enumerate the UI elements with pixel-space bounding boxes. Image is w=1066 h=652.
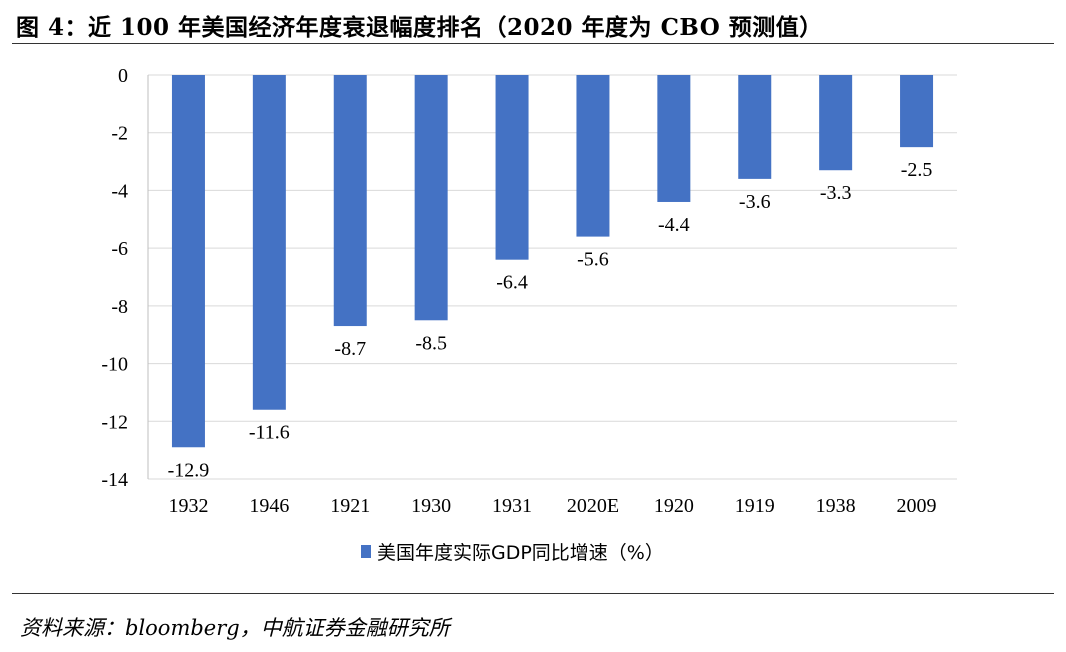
data-label: -6.4: [496, 272, 528, 294]
x-tick-label: 1946: [249, 495, 289, 517]
footer-divider: [12, 593, 1054, 594]
data-label: -5.6: [577, 249, 609, 271]
legend: 美国年度实际GDP同比增速（%）: [361, 542, 664, 564]
x-tick-label: 1930: [411, 495, 451, 517]
y-tick-label: -12: [101, 411, 128, 433]
x-tick-label: 2009: [897, 495, 937, 517]
y-tick-label: -8: [111, 296, 128, 318]
bar: [657, 75, 691, 202]
x-tick-label: 1920: [654, 495, 694, 517]
y-axis-ticks: 0 -2 -4 -6 -8 -10 -12 -14: [101, 65, 128, 491]
data-label: -8.5: [415, 332, 447, 354]
data-label: -2.5: [901, 159, 933, 181]
data-label: -12.9: [168, 459, 210, 481]
bar: [495, 75, 529, 260]
data-label: -3.3: [820, 182, 852, 204]
figure-title: 图 4：近 100 年美国经济年度衰退幅度排名（2020 年度为 CBO 预测值…: [16, 14, 823, 41]
bar: [900, 75, 934, 148]
bar: [171, 75, 205, 448]
data-label: -11.6: [249, 422, 290, 444]
legend-swatch: [361, 545, 371, 558]
x-tick-label: 1931: [492, 495, 532, 517]
x-axis-ticks: 1932 1946 1921 1930 1931 2020E 1920 1919 1938 200…: [168, 495, 936, 517]
legend-label: 美国年度实际GDP同比增速（%）: [377, 542, 664, 564]
y-tick-label: -14: [101, 469, 128, 491]
y-tick-label: -2: [111, 123, 128, 145]
x-tick-label: 1921: [330, 495, 370, 517]
x-tick-label: 2020E: [567, 495, 619, 517]
data-label: -4.4: [658, 214, 690, 236]
title-divider: [12, 43, 1054, 44]
source-note: 资料来源：bloomberg，中航证券金融研究所: [20, 616, 450, 640]
bar: [252, 75, 286, 410]
y-tick-label: -4: [111, 180, 128, 202]
x-tick-label: 1932: [168, 495, 208, 517]
bar: [414, 75, 448, 321]
x-tick-label: 1938: [816, 495, 856, 517]
bar: [738, 75, 772, 179]
bar: [333, 75, 367, 327]
data-label: -8.7: [334, 338, 366, 360]
y-tick-label: -10: [101, 354, 128, 376]
bar: [819, 75, 853, 171]
bar: [576, 75, 610, 237]
x-tick-label: 1919: [735, 495, 775, 517]
data-label: -3.6: [739, 191, 771, 213]
bars: [171, 75, 934, 448]
y-tick-label: -6: [111, 238, 128, 260]
y-tick-label: 0: [118, 65, 128, 87]
data-labels: -12.9 -11.6 -8.7 -8.5 -6.4 -5.6 -4.4 -3.6 -3.3 -2…: [168, 159, 933, 481]
